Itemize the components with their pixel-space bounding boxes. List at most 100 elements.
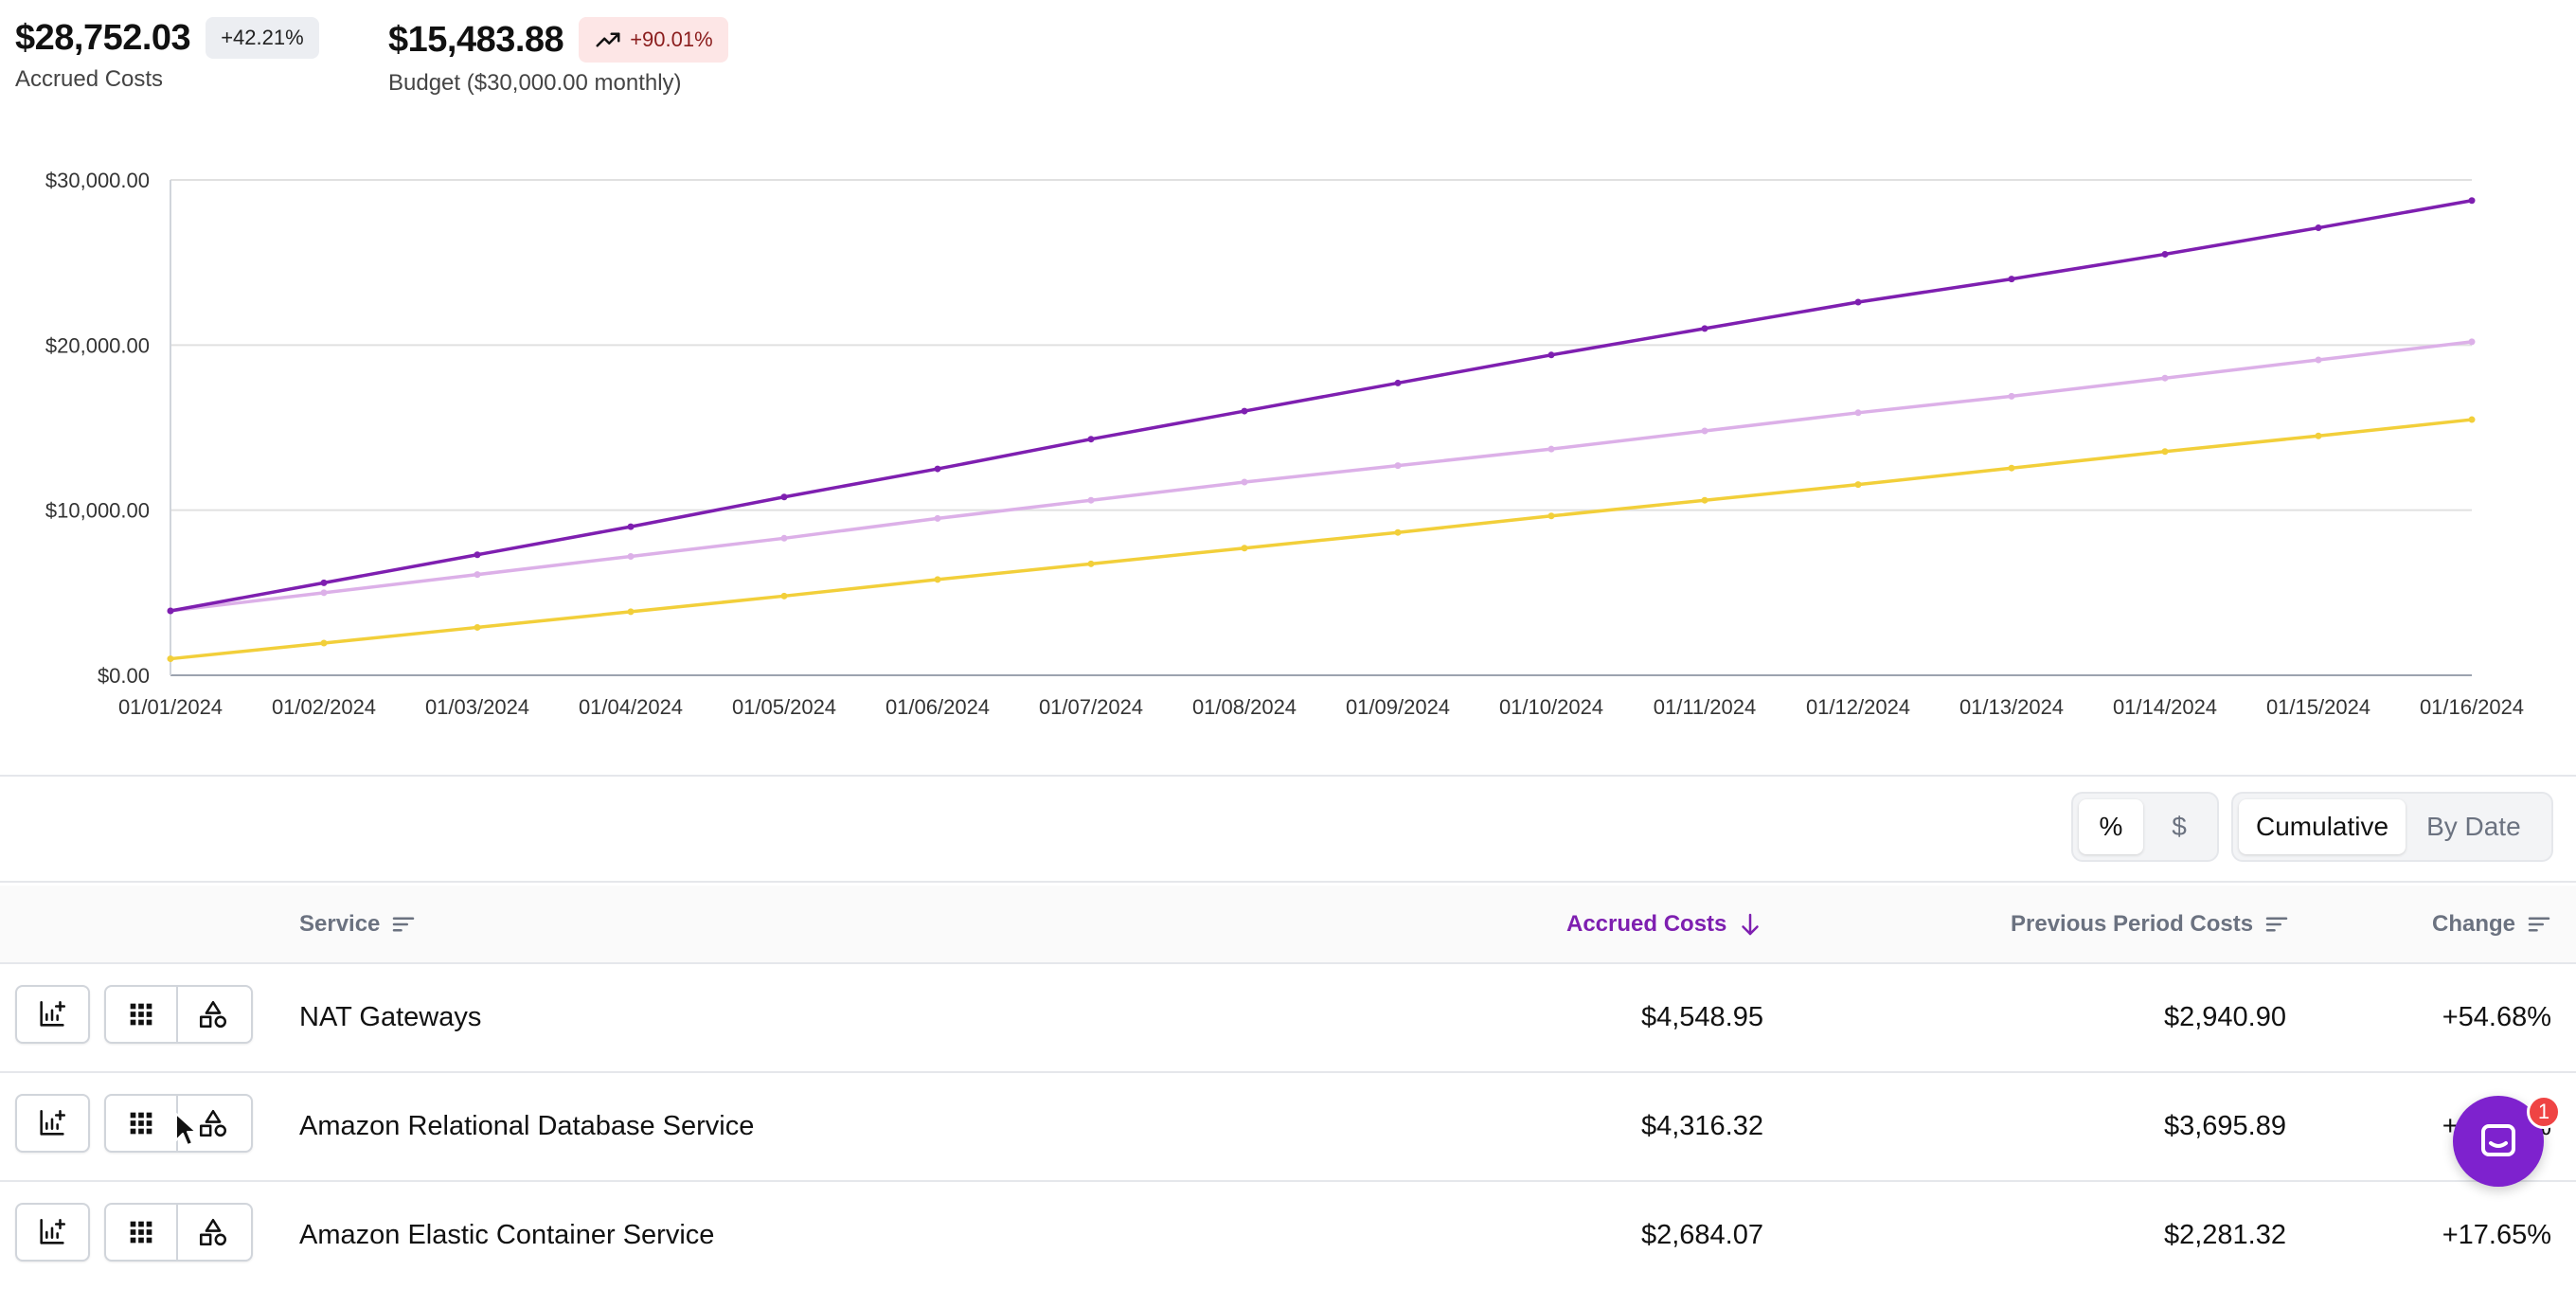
table-row[interactable]: Amazon Elastic Container Service $2,684.… bbox=[0, 1180, 2576, 1289]
chart-plus-icon bbox=[40, 1218, 66, 1244]
grid-view-button[interactable] bbox=[106, 1205, 176, 1260]
x-tick-label: 01/08/2024 bbox=[1192, 695, 1297, 719]
grid-icon bbox=[130, 1221, 152, 1244]
data-point bbox=[1394, 379, 1402, 386]
table-row[interactable]: NAT Gateways $4,548.95 $2,940.90 +54.68% bbox=[0, 962, 2576, 1071]
data-point bbox=[1241, 478, 1248, 486]
x-tick-label: 01/14/2024 bbox=[2113, 695, 2217, 719]
grid-view-button[interactable] bbox=[106, 1096, 176, 1151]
x-tick-label: 01/11/2024 bbox=[1654, 695, 1756, 719]
cumulative-toggle-button[interactable]: Cumulative bbox=[2239, 799, 2406, 854]
x-tick-label: 01/02/2024 bbox=[272, 695, 376, 719]
accrued-costs-column-header[interactable]: Accrued Costs bbox=[1566, 886, 1764, 962]
change-column-header[interactable]: Change bbox=[2432, 886, 2553, 962]
data-point bbox=[1087, 560, 1095, 567]
accrued-change-badge: +42.21% bbox=[206, 17, 319, 59]
trending-up-icon bbox=[596, 32, 620, 47]
data-point bbox=[2315, 224, 2322, 232]
data-point bbox=[627, 608, 635, 616]
previous-period-column-header[interactable]: Previous Period Costs bbox=[2011, 886, 2291, 962]
grid-view-button[interactable] bbox=[106, 987, 176, 1042]
view-toggle: Cumulative By Date bbox=[2231, 792, 2553, 862]
data-point bbox=[1701, 496, 1708, 504]
data-point bbox=[320, 579, 328, 586]
data-point bbox=[2315, 432, 2322, 439]
chat-notification-badge: 1 bbox=[2527, 1095, 2561, 1129]
data-point bbox=[2008, 276, 2015, 283]
service-header-label: Service bbox=[299, 910, 381, 937]
data-point bbox=[2008, 464, 2015, 472]
data-point bbox=[1547, 445, 1555, 453]
accrued-header-label: Accrued Costs bbox=[1566, 910, 1727, 937]
data-point bbox=[2008, 392, 2015, 400]
data-point bbox=[320, 589, 328, 597]
data-point bbox=[780, 534, 788, 542]
data-point bbox=[780, 493, 788, 501]
shapes-icon bbox=[199, 1218, 227, 1246]
series-line-0 bbox=[170, 199, 2473, 613]
add-chart-button[interactable] bbox=[17, 1205, 87, 1260]
y-tick-label: $20,000.00 bbox=[45, 333, 150, 357]
service-name: Amazon Elastic Container Service bbox=[299, 1220, 715, 1250]
accrued-costs-label: Accrued Costs bbox=[15, 66, 164, 92]
shapes-button[interactable] bbox=[176, 987, 248, 1042]
arrow-down-icon bbox=[1742, 913, 1760, 935]
percent-toggle-button[interactable]: % bbox=[2079, 799, 2143, 854]
grid-icon bbox=[130, 1003, 152, 1026]
row-group-actions bbox=[104, 985, 253, 1044]
data-point bbox=[934, 514, 941, 522]
add-chart-button[interactable] bbox=[17, 987, 87, 1042]
x-tick-label: 01/09/2024 bbox=[1346, 695, 1450, 719]
y-tick-label: $10,000.00 bbox=[45, 499, 150, 523]
data-point bbox=[1241, 545, 1248, 552]
service-column-header[interactable]: Service bbox=[299, 886, 418, 962]
grid-icon bbox=[130, 1112, 152, 1135]
sort-icon bbox=[2528, 917, 2550, 931]
x-tick-label: 01/12/2024 bbox=[1806, 695, 1910, 719]
row-group-actions bbox=[104, 1203, 253, 1262]
data-point bbox=[167, 607, 174, 615]
series-line-2 bbox=[170, 418, 2473, 661]
by-date-toggle-button[interactable]: By Date bbox=[2426, 812, 2521, 841]
unit-toggle: % $ bbox=[2071, 792, 2219, 862]
chart-plus-icon bbox=[40, 1000, 66, 1027]
cost-line-chart: $0.00 $10,000.00 $20,000.00 $30,000.00 01/01… bbox=[45, 169, 2524, 719]
y-tick-label: $30,000.00 bbox=[45, 169, 150, 192]
dollar-toggle-button[interactable]: $ bbox=[2172, 812, 2187, 841]
data-point bbox=[627, 552, 635, 560]
shapes-button[interactable] bbox=[176, 1205, 248, 1260]
x-tick-label: 01/13/2024 bbox=[1959, 695, 2064, 719]
row-chart-action bbox=[15, 1203, 90, 1262]
x-tick-label: 01/15/2024 bbox=[2266, 695, 2370, 719]
data-point bbox=[2161, 250, 2169, 258]
budget-value: $15,483.88 bbox=[388, 19, 564, 60]
change-value: +54.68% bbox=[2442, 1002, 2551, 1032]
add-chart-button[interactable] bbox=[17, 1096, 87, 1151]
service-name: Amazon Relational Database Service bbox=[299, 1111, 755, 1141]
y-tick-label: $0.00 bbox=[98, 664, 150, 688]
previous-header-label: Previous Period Costs bbox=[2011, 910, 2254, 937]
budget-label: Budget ($30,000.00 monthly) bbox=[388, 70, 682, 96]
data-point bbox=[2468, 338, 2476, 346]
previous-cost-value: $3,695.89 bbox=[2163, 1111, 2286, 1141]
table-row[interactable]: Amazon Relational Database Service $4,31… bbox=[0, 1071, 2576, 1180]
data-point bbox=[474, 551, 481, 559]
x-tick-label: 01/07/2024 bbox=[1039, 695, 1143, 719]
data-point bbox=[1701, 325, 1708, 332]
mouse-cursor-icon bbox=[175, 1113, 197, 1146]
data-point bbox=[1854, 481, 1862, 489]
chart-plus-icon bbox=[40, 1109, 66, 1136]
budget-change-value: +90.01% bbox=[630, 27, 713, 51]
accrued-costs-value: $28,752.03 bbox=[15, 17, 191, 58]
data-point bbox=[474, 623, 481, 631]
sort-icon bbox=[393, 917, 415, 931]
x-tick-label: 01/05/2024 bbox=[732, 695, 836, 719]
x-tick-label: 01/04/2024 bbox=[579, 695, 683, 719]
x-tick-label: 01/10/2024 bbox=[1499, 695, 1603, 719]
accrued-cost-value: $4,548.95 bbox=[1640, 1002, 1763, 1032]
data-point bbox=[1854, 409, 1862, 417]
accrued-cost-value: $4,316.32 bbox=[1640, 1111, 1763, 1141]
accrued-cost-value: $2,684.07 bbox=[1640, 1220, 1763, 1250]
data-point bbox=[1854, 298, 1862, 306]
data-point bbox=[934, 576, 941, 583]
